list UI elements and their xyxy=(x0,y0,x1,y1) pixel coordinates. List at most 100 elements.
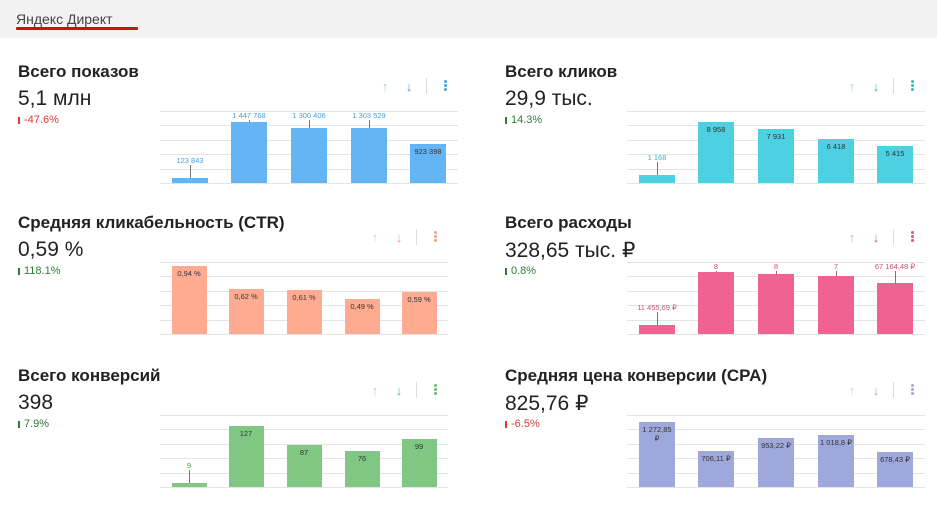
sort-ascending-icon[interactable]: ↑ xyxy=(848,383,856,398)
gridline xyxy=(627,487,925,488)
bar-value-label: 1 168 xyxy=(647,153,667,162)
more-options-icon[interactable] xyxy=(442,79,448,95)
more-options-icon[interactable] xyxy=(909,383,915,399)
bar-value-label: 0,94 % xyxy=(177,269,201,278)
bar-value-label: 1 303 529 xyxy=(352,111,386,120)
app-tab-yandex-direct[interactable]: Яндекс Директ xyxy=(16,11,113,27)
metric-title: Всего конверсий xyxy=(18,366,161,385)
sort-ascending-icon[interactable]: ↑ xyxy=(848,79,856,94)
metric-value: 29,9 тыс. xyxy=(505,87,593,110)
chart-bar[interactable] xyxy=(344,299,380,334)
chart-bar[interactable] xyxy=(639,325,675,334)
metric-title: Всего расходы xyxy=(505,213,632,232)
bar-chart: 1 272,85 ₽ 706,11 ₽ 953,22 ₽ 1 018,8 ₽ 678,4… xyxy=(627,415,925,488)
sort-descending-icon[interactable]: ↓ xyxy=(872,383,880,398)
label-leader-line xyxy=(249,120,250,122)
bar-value-label: 8 xyxy=(713,262,719,271)
more-options-icon[interactable] xyxy=(432,230,438,246)
sort-ascending-icon[interactable]: ↑ xyxy=(371,230,379,245)
trend-bar-icon xyxy=(18,268,20,275)
sort-descending-icon[interactable]: ↓ xyxy=(395,383,403,398)
chart-bar[interactable] xyxy=(639,175,675,183)
chart-bar[interactable] xyxy=(231,122,267,183)
chart-bar[interactable] xyxy=(818,435,854,487)
chart-bar[interactable] xyxy=(877,452,913,487)
label-leader-line xyxy=(657,312,658,325)
metric-value: 328,65 тыс. ₽ xyxy=(505,239,636,262)
chart-bar[interactable] xyxy=(344,451,380,487)
chart-bar[interactable] xyxy=(172,178,208,183)
chart-bar[interactable] xyxy=(639,422,675,487)
bar-chart: 123 843 1 447 768 1 300 406 1 303 529 923 39… xyxy=(160,111,458,184)
chart-bar[interactable] xyxy=(401,439,437,487)
sort-ascending-icon[interactable]: ↑ xyxy=(381,79,389,94)
chart-bar[interactable] xyxy=(171,266,207,334)
chart-bar[interactable] xyxy=(351,128,387,183)
chart-bar[interactable] xyxy=(818,276,854,334)
chart-bar[interactable] xyxy=(758,438,794,487)
chart-bar[interactable] xyxy=(877,283,913,334)
chart-bar[interactable] xyxy=(228,426,264,487)
metric-value: 5,1 млн xyxy=(18,87,92,110)
metric-card-cpa: Средняя цена конверсии (CPA) 825,76 ₽ -6.5… xyxy=(505,366,937,516)
controls-divider xyxy=(893,382,894,398)
trend-bar-icon xyxy=(505,268,507,275)
metric-change: -47.6% xyxy=(18,114,59,126)
sort-ascending-icon[interactable]: ↑ xyxy=(848,230,856,245)
bar-value-label: 127 xyxy=(239,429,253,438)
gridline xyxy=(627,183,925,184)
chart-bar[interactable] xyxy=(291,128,327,183)
chart-bar[interactable] xyxy=(818,139,854,183)
more-options-icon[interactable] xyxy=(909,230,915,246)
more-options-icon[interactable] xyxy=(909,79,915,95)
controls-divider xyxy=(426,78,427,94)
chart-bar[interactable] xyxy=(758,274,794,334)
chart-bar[interactable] xyxy=(286,445,322,487)
label-leader-line xyxy=(895,271,896,283)
trend-bar-icon xyxy=(18,117,20,124)
bar-value-label: 7 931 xyxy=(766,132,786,141)
metric-change: -6.5% xyxy=(505,418,540,430)
chart-bar[interactable] xyxy=(286,290,322,334)
gridline xyxy=(627,111,925,112)
metric-title: Средняя кликабельность (CTR) xyxy=(18,213,285,232)
metric-change-value: 14.3% xyxy=(511,114,543,126)
bar-value-label: 99 xyxy=(414,442,424,451)
chart-bar[interactable] xyxy=(698,122,734,183)
bar-chart: 0,94 % 0,62 % 0,61 % 0,49 % 0,59 % xyxy=(160,262,448,335)
sort-descending-icon[interactable]: ↓ xyxy=(395,230,403,245)
bar-value-label: 9 xyxy=(186,461,192,470)
bar-value-label: 0,62 % xyxy=(234,292,258,301)
metric-card-impressions: Всего показов 5,1 млн -47.6% ↑ ↓ 123 843 1 447… xyxy=(18,62,458,212)
gridline xyxy=(160,183,458,184)
more-options-icon[interactable] xyxy=(432,383,438,399)
sort-ascending-icon[interactable]: ↑ xyxy=(371,383,379,398)
bar-value-label: 1 272,85 ₽ xyxy=(642,425,672,443)
chart-bar[interactable] xyxy=(171,483,207,487)
metric-change-value: 0.8% xyxy=(511,265,537,277)
trend-bar-icon xyxy=(505,117,507,124)
gridline xyxy=(627,262,925,263)
chart-bar[interactable] xyxy=(401,292,437,334)
chart-bar[interactable] xyxy=(228,289,264,334)
bar-value-label: 706,11 ₽ xyxy=(701,454,731,463)
chart-bar[interactable] xyxy=(877,146,913,183)
metric-title: Всего показов xyxy=(18,62,139,81)
active-tab-underline xyxy=(16,27,138,30)
sort-descending-icon[interactable]: ↓ xyxy=(872,79,880,94)
sort-descending-icon[interactable]: ↓ xyxy=(872,230,880,245)
chart-bar[interactable] xyxy=(698,451,734,487)
gridline xyxy=(160,444,448,445)
sort-descending-icon[interactable]: ↓ xyxy=(405,79,413,94)
bar-value-label: 1 018,8 ₽ xyxy=(820,438,852,447)
gridline xyxy=(627,334,925,335)
chart-bar[interactable] xyxy=(758,129,794,183)
metric-value: 0,59 % xyxy=(18,238,84,261)
label-leader-line xyxy=(776,271,777,274)
chart-bar[interactable] xyxy=(410,144,446,183)
chart-bar[interactable] xyxy=(698,272,734,334)
metric-change: 14.3% xyxy=(505,114,542,126)
gridline xyxy=(160,487,448,488)
bar-value-label: 11 455,69 ₽ xyxy=(637,303,677,312)
metric-title: Средняя цена конверсии (CPA) xyxy=(505,366,768,385)
